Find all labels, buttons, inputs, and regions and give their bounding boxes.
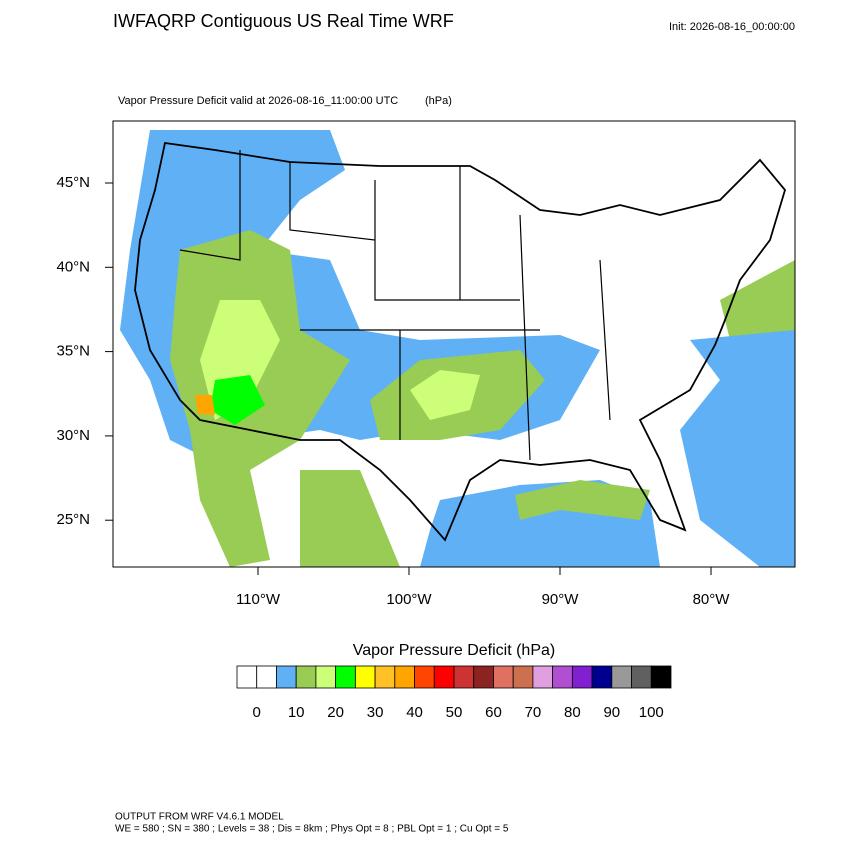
lat-label: 30°N xyxy=(56,427,90,444)
region-30-plains xyxy=(410,370,480,420)
colorbar-box xyxy=(552,665,573,689)
colorbar-label: 20 xyxy=(327,704,344,721)
lon-label: 80°W xyxy=(693,591,731,608)
colorbar-box xyxy=(512,665,534,689)
colorbar-box xyxy=(276,665,297,689)
state-lines xyxy=(179,150,611,461)
colorbar-box xyxy=(650,665,672,689)
lat-label: 25°N xyxy=(56,511,90,528)
colorbar-box xyxy=(493,665,514,689)
units: (hPa) xyxy=(425,95,452,107)
subtitle: Vapor Pressure Deficit valid at 2026-08-… xyxy=(118,95,398,107)
lat-labels: 45°N 40°N 35°N 30°N 25°N xyxy=(56,174,113,528)
colorbar-box xyxy=(532,665,554,689)
colorbar-box xyxy=(236,665,258,689)
footer-line: OUTPUT FROM WRF V4.6.1 MODEL xyxy=(115,812,284,823)
colorbar-label: 0 xyxy=(253,704,261,721)
lon-labels: 110°W 100°W 90°W 80°W xyxy=(236,567,730,608)
region-60 xyxy=(195,395,215,415)
colorbar-box xyxy=(414,665,435,689)
colorbar-label: 60 xyxy=(485,704,502,721)
colorbar-box xyxy=(453,665,475,689)
title: IWFAQRP Contiguous US Real Time WRF xyxy=(113,11,454,31)
colorbar-box xyxy=(256,665,277,689)
colorbar-box xyxy=(591,665,613,689)
colorbar-box xyxy=(473,665,494,689)
colorbar-label: 10 xyxy=(288,704,305,721)
colorbar-label: 80 xyxy=(564,704,581,721)
footer-line: WE = 580 ; SN = 380 ; Levels = 38 ; Dis … xyxy=(115,824,509,835)
lat-label: 35°N xyxy=(56,343,90,360)
colorbar-box xyxy=(394,665,415,689)
lat-label: 40°N xyxy=(56,258,90,275)
colorbar-label: 70 xyxy=(525,704,542,721)
colorbar-label: 40 xyxy=(406,704,423,721)
colorbar-box xyxy=(571,665,593,689)
us-border xyxy=(134,141,787,542)
colorbar-box xyxy=(631,665,652,689)
region-gulf-20 xyxy=(515,480,650,520)
colorbar-box xyxy=(611,665,632,689)
lon-label: 90°W xyxy=(542,591,580,608)
colorbar-title: Vapor Pressure Deficit (hPa) xyxy=(353,642,555,659)
colorbar-box xyxy=(295,665,317,689)
colorbar-label: 90 xyxy=(603,704,620,721)
region-40 xyxy=(210,375,265,425)
colorbar-label: 50 xyxy=(446,704,463,721)
region-atlantic-10 xyxy=(680,330,795,567)
colorbar-box xyxy=(374,665,396,689)
colorbar-box xyxy=(433,665,455,689)
colorbar: 0 10 20 30 40 50 60 70 80 90 100 xyxy=(236,665,672,721)
init-time: Init: 2026-08-16_00:00:00 xyxy=(669,21,795,33)
colorbar-label: 100 xyxy=(639,704,664,721)
lat-label: 45°N xyxy=(56,174,90,191)
colorbar-label: 30 xyxy=(367,704,384,721)
map-field xyxy=(113,121,795,567)
colorbar-box xyxy=(315,665,337,689)
colorbar-box xyxy=(335,665,356,689)
region-mexico-20 xyxy=(300,470,400,567)
lon-label: 110°W xyxy=(236,591,281,608)
map-frame xyxy=(112,120,796,568)
colorbar-box xyxy=(354,665,376,689)
lon-label: 100°W xyxy=(386,591,432,608)
